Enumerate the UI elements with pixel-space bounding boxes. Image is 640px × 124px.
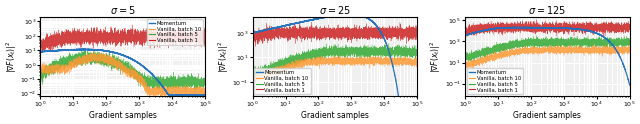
Y-axis label: $|\nabla F(x_t)|^2$: $|\nabla F(x_t)|^2$: [429, 40, 444, 73]
Title: $\sigma = 5$: $\sigma = 5$: [109, 4, 135, 16]
Y-axis label: $|\nabla F(x_t)|^2$: $|\nabla F(x_t)|^2$: [4, 40, 19, 73]
Title: $\sigma = 25$: $\sigma = 25$: [319, 4, 351, 16]
X-axis label: Gradient samples: Gradient samples: [513, 111, 581, 120]
Legend: Momentum, Vanilla, batch 10, Vanilla, batch 5, Vanilla, batch 1: Momentum, Vanilla, batch 10, Vanilla, ba…: [147, 18, 204, 45]
Title: $\sigma = 125$: $\sigma = 125$: [528, 4, 566, 16]
Y-axis label: $|\nabla F(x_t)|^2$: $|\nabla F(x_t)|^2$: [216, 40, 231, 73]
X-axis label: Gradient samples: Gradient samples: [301, 111, 369, 120]
X-axis label: Gradient samples: Gradient samples: [88, 111, 156, 120]
Legend: Momentum, Vanilla, batch 10, Vanilla, batch 5, Vanilla, batch 1: Momentum, Vanilla, batch 10, Vanilla, ba…: [254, 68, 310, 94]
Legend: Momentum, Vanilla, batch 10, Vanilla, batch 5, Vanilla, batch 1: Momentum, Vanilla, batch 10, Vanilla, ba…: [467, 68, 523, 94]
